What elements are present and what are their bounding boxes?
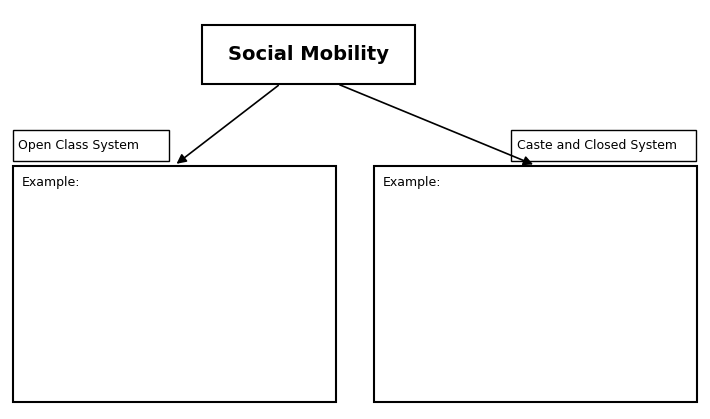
FancyBboxPatch shape: [511, 130, 696, 161]
FancyBboxPatch shape: [202, 25, 415, 84]
Text: Open Class System: Open Class System: [18, 139, 139, 152]
Text: Social Mobility: Social Mobility: [229, 45, 389, 64]
FancyBboxPatch shape: [13, 130, 169, 161]
FancyBboxPatch shape: [13, 166, 336, 402]
Text: Caste and Closed System: Caste and Closed System: [517, 139, 677, 152]
Text: Example:: Example:: [383, 176, 441, 189]
Text: Example:: Example:: [21, 176, 80, 189]
FancyBboxPatch shape: [374, 166, 697, 402]
